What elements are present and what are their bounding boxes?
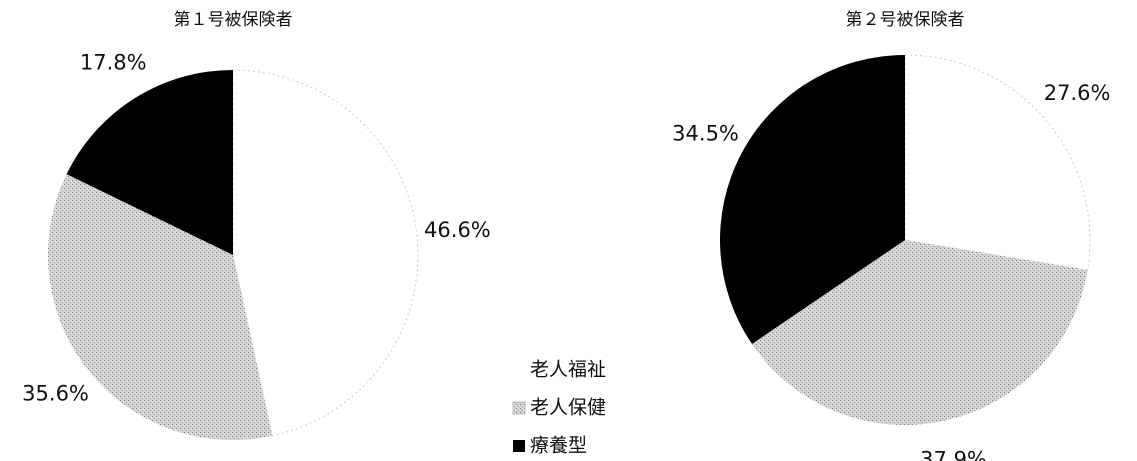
data-label: 34.5% xyxy=(672,121,739,145)
legend-swatch xyxy=(513,440,525,452)
legend-label: 療養型 xyxy=(530,435,587,457)
data-label: 46.6% xyxy=(424,218,491,242)
chart-title: 第２号被保険者 xyxy=(846,10,965,30)
pie-slice xyxy=(720,55,905,344)
legend-swatch xyxy=(513,364,525,376)
chart-title: 第１号被保険者 xyxy=(174,10,293,30)
pie-slice xyxy=(48,174,273,440)
legend-label: 老人福祉 xyxy=(530,359,606,381)
data-label: 27.6% xyxy=(1044,81,1111,105)
pie-slice xyxy=(751,240,1088,425)
pie-slice xyxy=(66,70,233,255)
pie-slice xyxy=(904,54,1091,271)
data-label: 17.8% xyxy=(80,51,147,75)
legend-label: 老人保健 xyxy=(530,397,606,419)
data-label: 37.9% xyxy=(920,447,987,461)
data-label: 35.6% xyxy=(22,381,89,405)
pie-slice xyxy=(232,69,419,437)
legend-swatch xyxy=(512,401,526,415)
